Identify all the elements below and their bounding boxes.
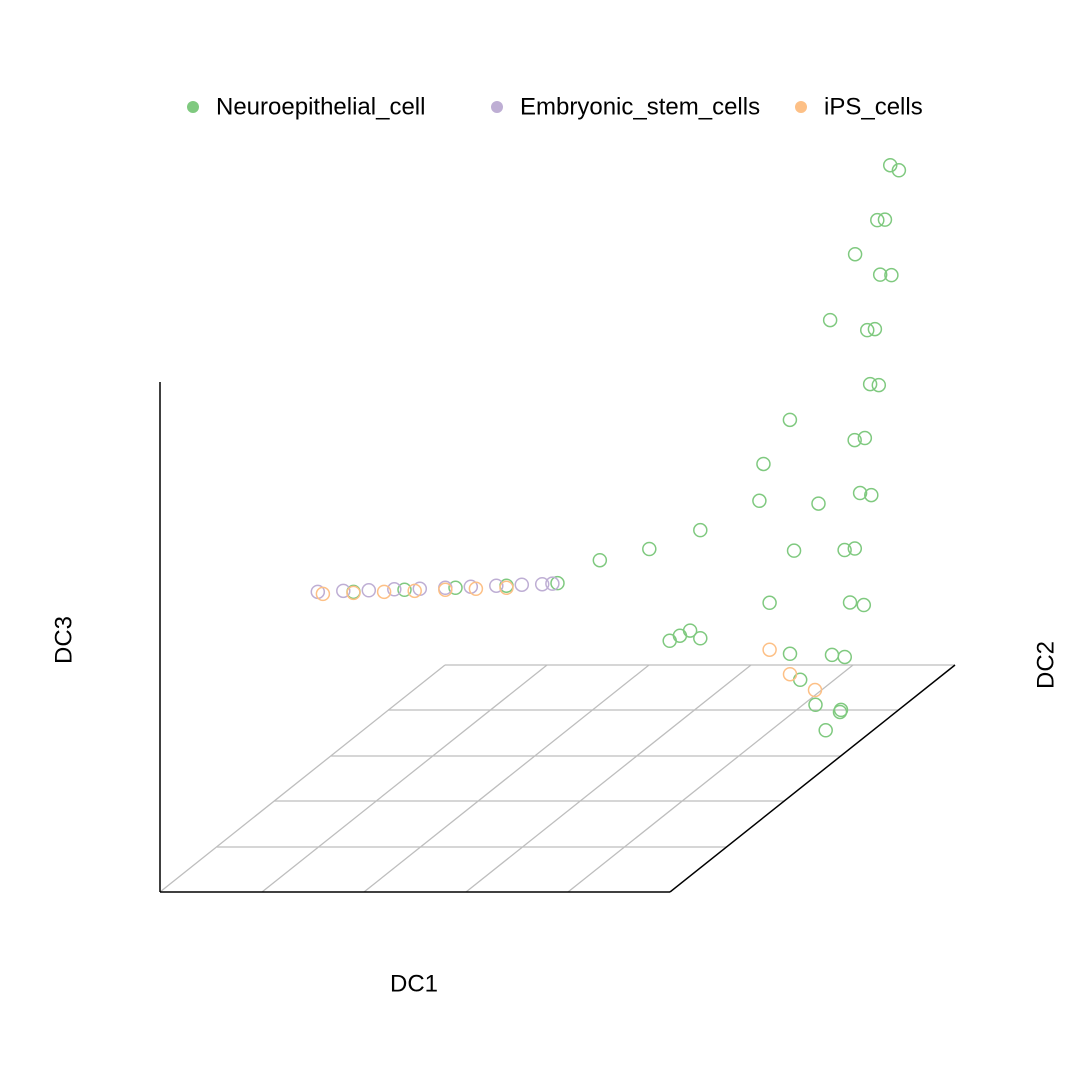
point bbox=[397, 582, 412, 598]
axes bbox=[159, 382, 956, 893]
point bbox=[808, 697, 823, 713]
point bbox=[752, 493, 767, 509]
point bbox=[336, 583, 351, 599]
point bbox=[489, 578, 504, 593]
point bbox=[857, 430, 873, 446]
point bbox=[822, 312, 838, 328]
legend-label: Embryonic_stem_cells bbox=[520, 93, 760, 120]
point bbox=[642, 541, 657, 557]
grid-line bbox=[261, 664, 548, 893]
point bbox=[847, 246, 863, 262]
floor-grid bbox=[159, 664, 955, 893]
point bbox=[852, 485, 868, 501]
point bbox=[870, 212, 885, 228]
point bbox=[811, 496, 826, 511]
point bbox=[792, 672, 808, 688]
point bbox=[693, 522, 708, 538]
point bbox=[782, 646, 798, 662]
point bbox=[756, 456, 771, 472]
point bbox=[448, 580, 463, 596]
grid-line bbox=[363, 664, 650, 893]
point bbox=[867, 321, 883, 337]
point bbox=[782, 666, 798, 682]
point bbox=[833, 702, 849, 718]
point bbox=[860, 322, 875, 338]
point bbox=[361, 583, 377, 598]
point bbox=[682, 623, 698, 638]
point bbox=[856, 597, 872, 613]
point bbox=[545, 576, 560, 591]
point bbox=[438, 582, 453, 598]
point bbox=[877, 212, 893, 227]
legend-label: iPS_cells bbox=[824, 93, 923, 120]
y-axis-label: DC2 bbox=[1032, 641, 1059, 689]
point bbox=[864, 487, 879, 503]
legend-label: Neuroepithelial_cell bbox=[216, 93, 425, 120]
point bbox=[315, 586, 331, 602]
point bbox=[693, 631, 708, 646]
point bbox=[762, 642, 777, 657]
grid-line bbox=[567, 664, 854, 893]
point bbox=[837, 649, 852, 665]
y-axis bbox=[669, 664, 956, 893]
point bbox=[818, 723, 833, 738]
point bbox=[862, 376, 878, 392]
point bbox=[550, 575, 565, 591]
point bbox=[499, 580, 514, 596]
point bbox=[514, 577, 530, 592]
point bbox=[534, 576, 550, 592]
z-axis-label: DC3 bbox=[50, 616, 77, 664]
legend-marker bbox=[187, 101, 199, 113]
point bbox=[847, 432, 862, 448]
points bbox=[310, 157, 907, 738]
point bbox=[842, 595, 858, 610]
point bbox=[376, 584, 392, 600]
point bbox=[782, 412, 798, 428]
point bbox=[407, 583, 422, 599]
point bbox=[884, 267, 899, 283]
legend: Neuroepithelial_cell Embryonic_stem_cells… bbox=[187, 93, 923, 120]
point bbox=[891, 163, 907, 178]
grid-line bbox=[465, 664, 752, 893]
point bbox=[786, 543, 802, 558]
point bbox=[882, 157, 898, 173]
legend-marker bbox=[491, 101, 503, 113]
point bbox=[824, 647, 840, 663]
point bbox=[387, 582, 402, 597]
point bbox=[672, 628, 688, 643]
point bbox=[662, 633, 677, 649]
legend-marker bbox=[795, 101, 807, 113]
point bbox=[762, 595, 777, 611]
x-axis-label: DC1 bbox=[390, 970, 438, 997]
point bbox=[837, 542, 852, 558]
grid-line bbox=[159, 664, 446, 893]
point bbox=[346, 585, 361, 601]
point bbox=[468, 581, 484, 597]
point bbox=[807, 682, 823, 698]
point bbox=[847, 541, 863, 556]
point bbox=[871, 377, 887, 393]
point bbox=[872, 267, 888, 282]
point bbox=[592, 552, 608, 568]
